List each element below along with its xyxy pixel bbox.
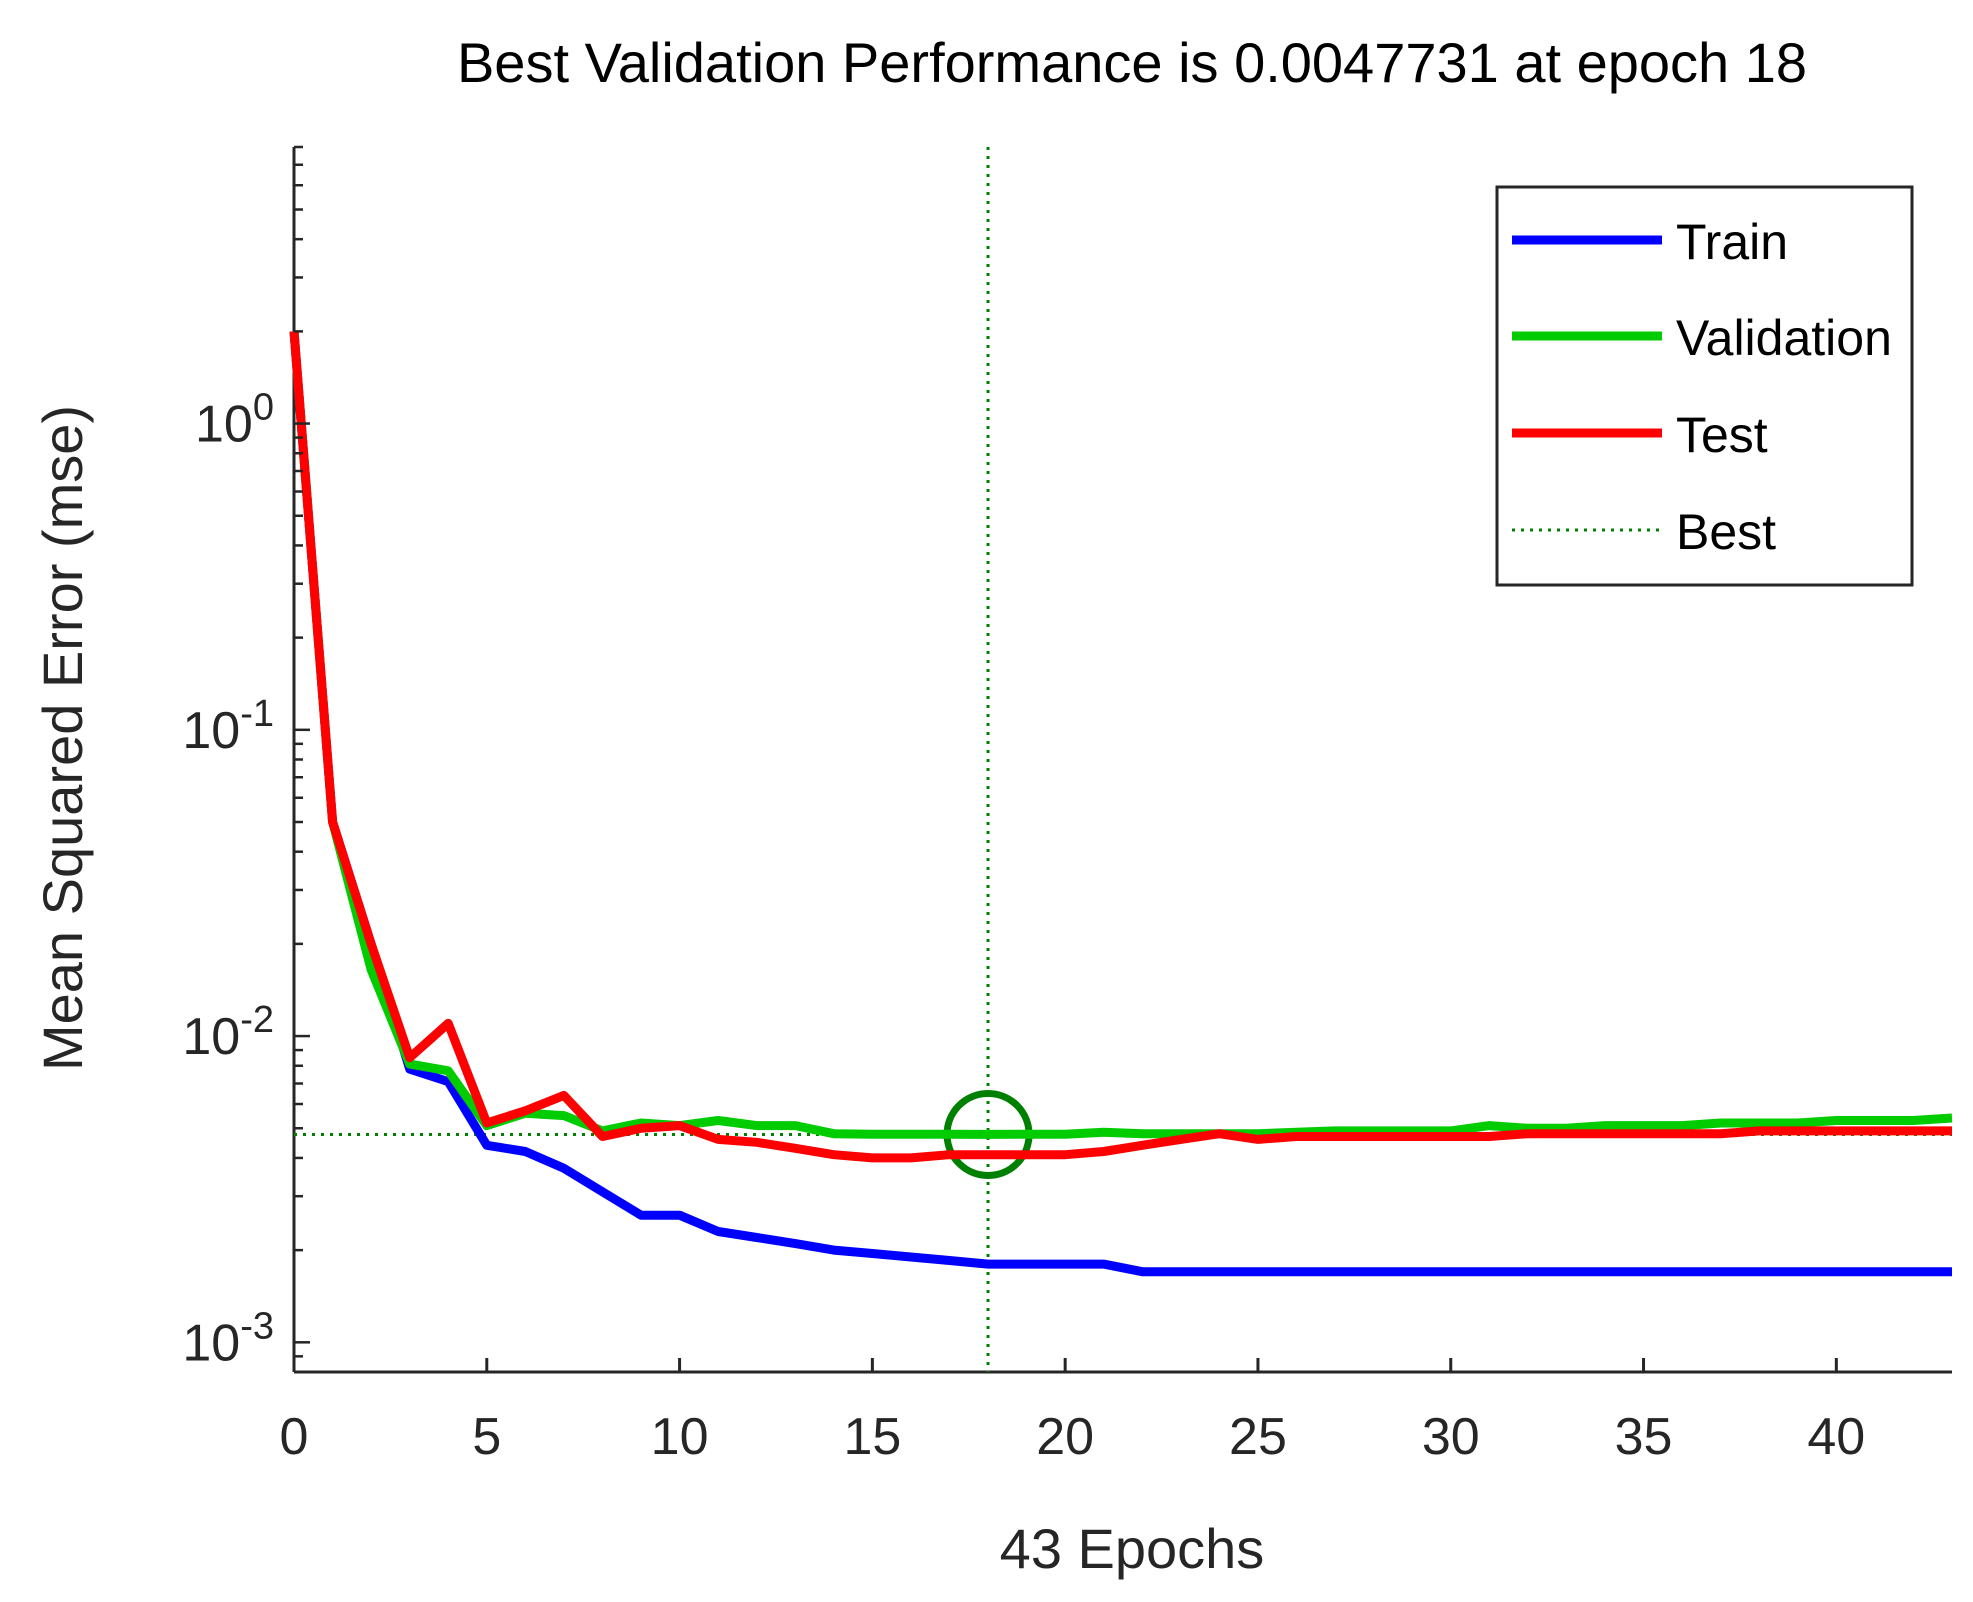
- x-tick-label: 5: [472, 1408, 501, 1466]
- train-series-line: [289, 331, 1952, 1277]
- y-tick-label: 10-1: [182, 693, 274, 760]
- x-tick-label: 40: [1807, 1408, 1865, 1466]
- y-ticks: 100 10-1 10-2 10-3: [182, 145, 310, 1374]
- test-series-line: [289, 331, 1952, 1163]
- legend: Train Validation Test Best: [1495, 185, 1914, 587]
- y-axis-label: Mean Squared Error (mse): [31, 405, 94, 1071]
- x-tick-label: 15: [843, 1408, 901, 1466]
- y-tick-label: 10-2: [182, 999, 274, 1066]
- x-ticks: 0 5 10 15 20 25 30 35 40: [280, 1358, 1865, 1466]
- x-axis-label: 43 Epochs: [1000, 1517, 1265, 1580]
- y-tick-label: 10-3: [182, 1305, 274, 1372]
- x-tick-label: 10: [651, 1408, 709, 1466]
- legend-train-label: Train: [1676, 214, 1788, 270]
- series-lines: [289, 331, 1953, 1277]
- chart-title: Best Validation Performance is 0.0047731…: [457, 31, 1807, 94]
- x-tick-label: 30: [1422, 1408, 1480, 1466]
- legend-test-label: Test: [1676, 407, 1768, 463]
- x-tick-label: 25: [1229, 1408, 1287, 1466]
- y-tick-label: 100: [195, 387, 274, 454]
- legend-best-label: Best: [1676, 504, 1776, 560]
- x-tick-label: 35: [1615, 1408, 1673, 1466]
- x-tick-label: 0: [280, 1408, 309, 1466]
- validation-series-line: [289, 331, 1953, 1139]
- legend-box: [1495, 185, 1914, 587]
- x-tick-label: 20: [1036, 1408, 1094, 1466]
- legend-validation-label: Validation: [1676, 310, 1892, 366]
